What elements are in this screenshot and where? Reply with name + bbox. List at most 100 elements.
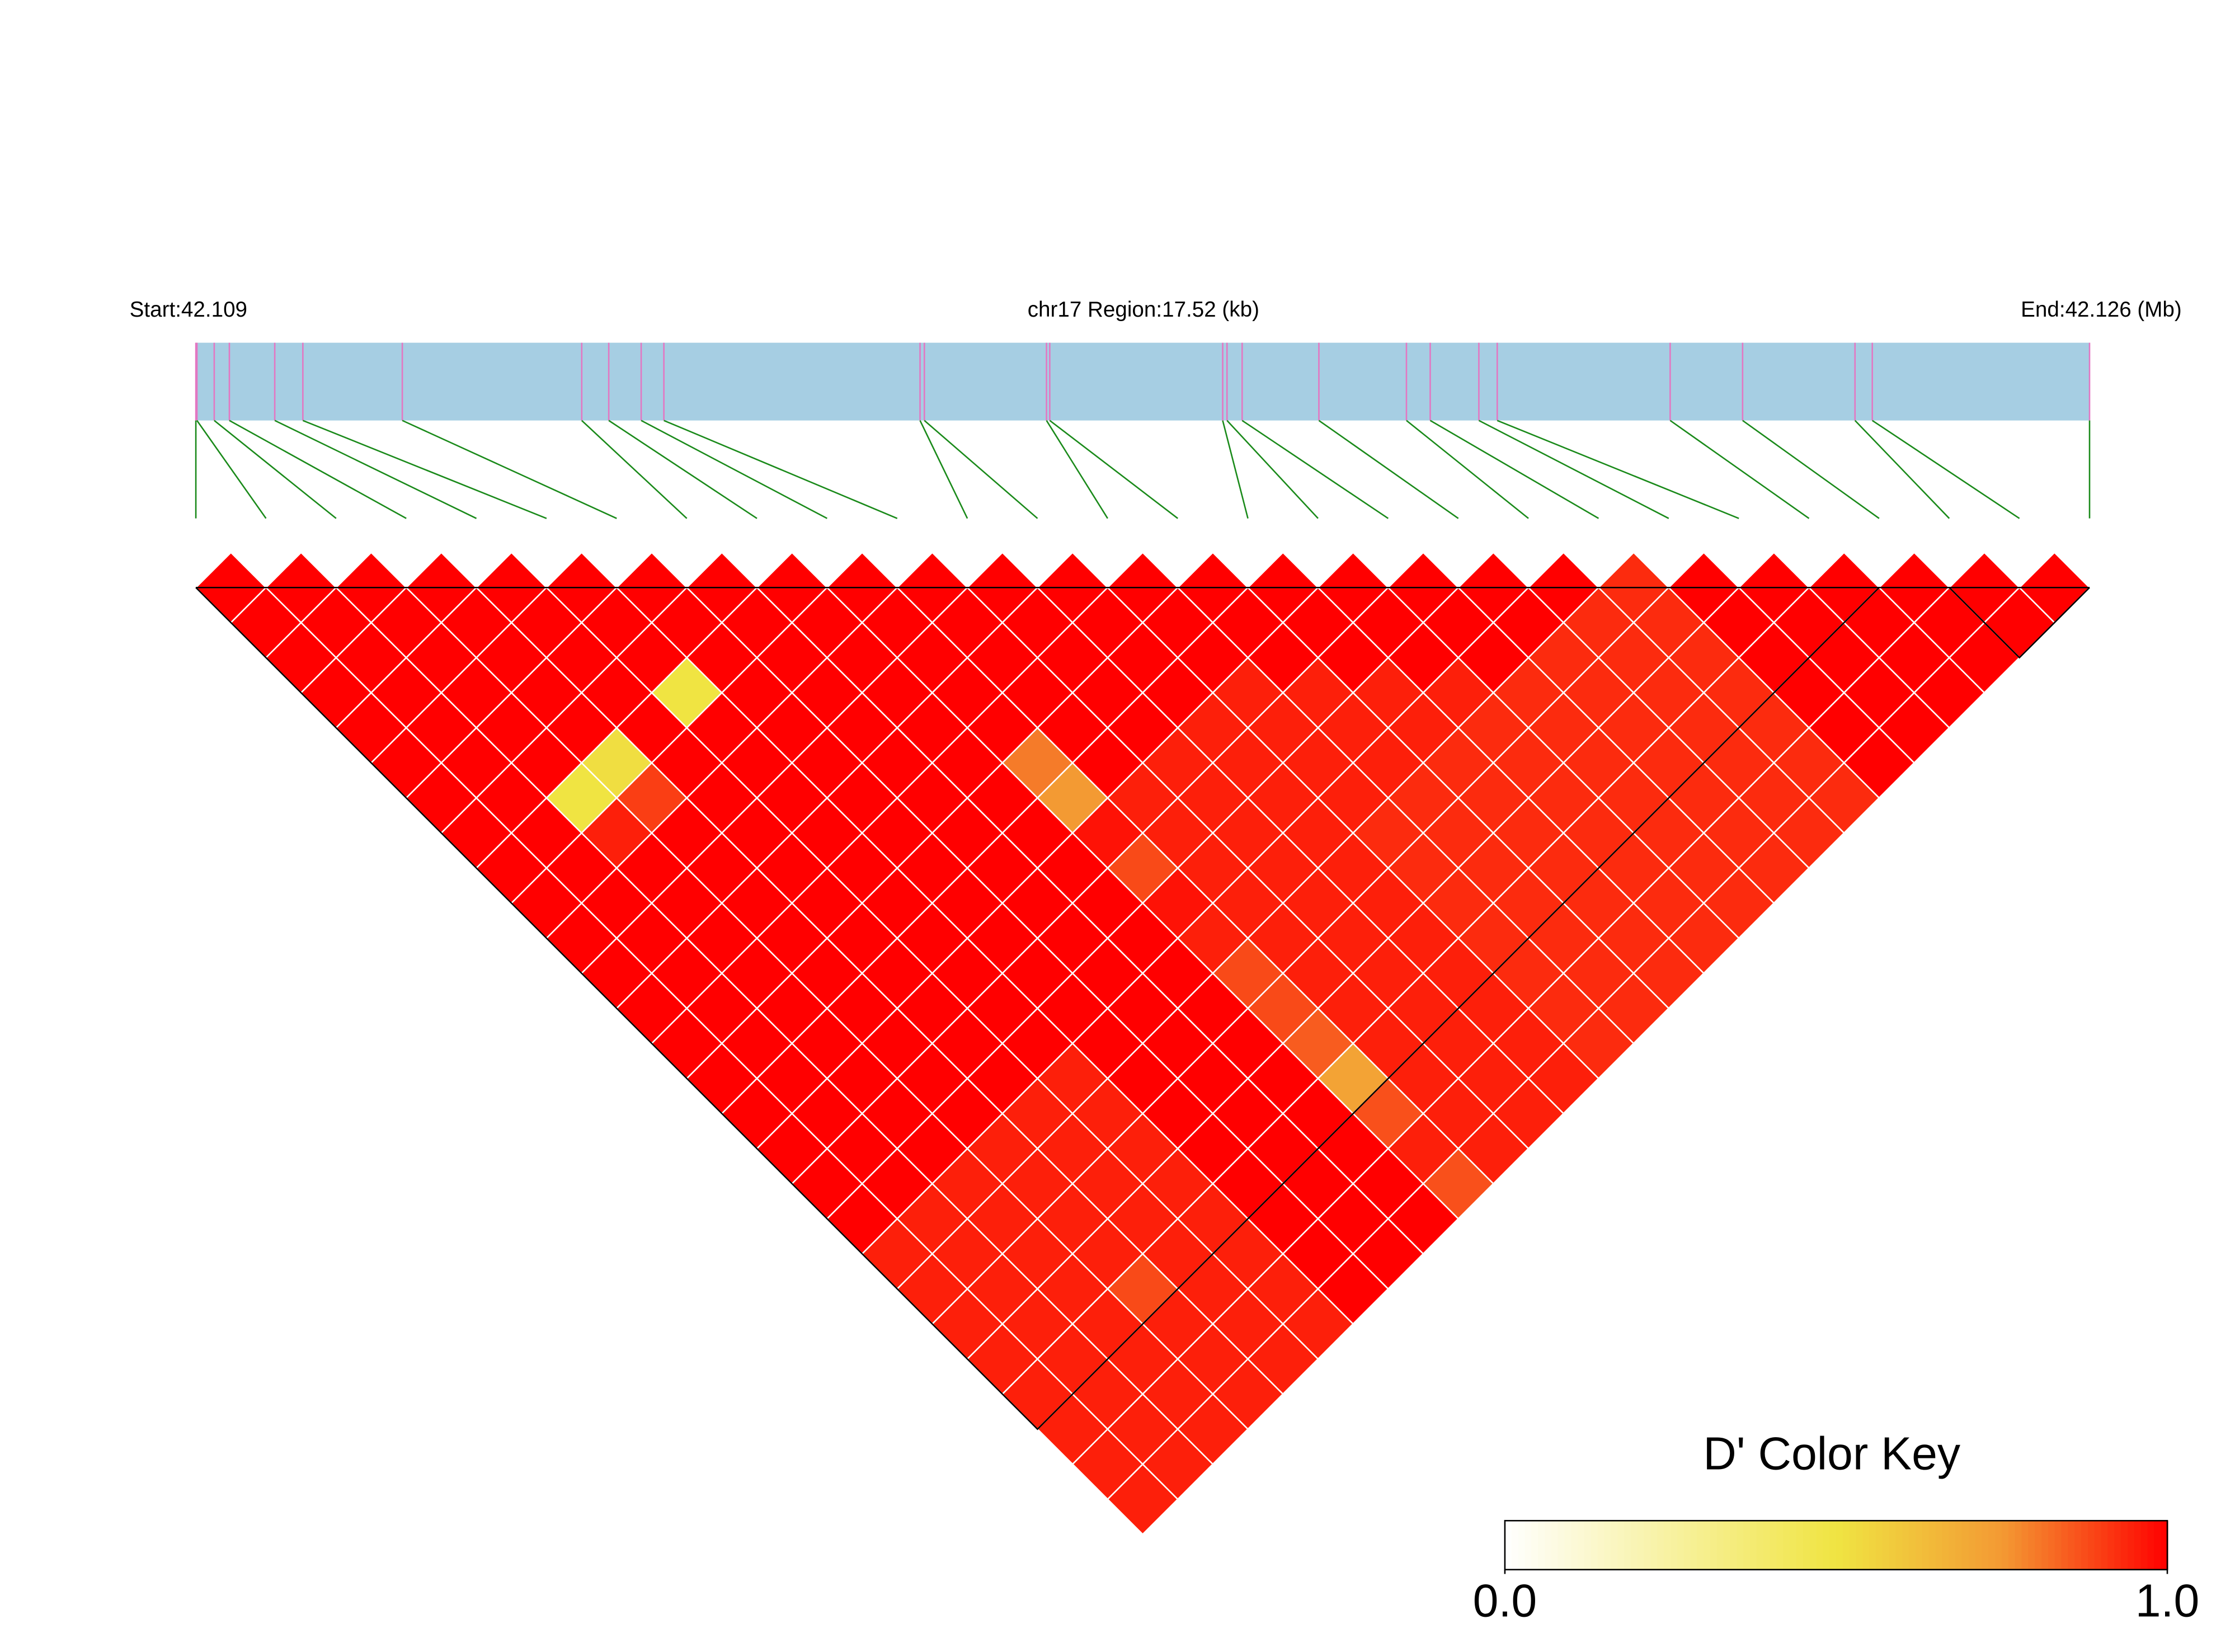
region-label: chr17 Region:17.52 (kb)	[1028, 298, 1259, 322]
key-swatch	[2068, 1521, 2076, 1570]
key-swatch	[1809, 1521, 1817, 1570]
key-swatch	[1690, 1521, 1698, 1570]
key-swatch	[1763, 1521, 1771, 1570]
region-bar	[196, 342, 2090, 421]
key-swatch	[1922, 1521, 1930, 1570]
key-frame	[1504, 1519, 2168, 1571]
snp-connector	[1049, 420, 1179, 519]
key-swatch	[2015, 1521, 2023, 1570]
key-swatch	[1704, 1521, 1711, 1570]
key-swatch	[1856, 1521, 1864, 1570]
key-swatch	[2001, 1521, 2010, 1570]
snp-connector	[1871, 420, 2020, 519]
key-swatch	[2008, 1521, 2016, 1570]
key-swatch	[1558, 1521, 1566, 1570]
key-swatch	[1928, 1521, 1937, 1570]
snp-connector	[641, 420, 827, 519]
key-swatch	[2074, 1521, 2082, 1570]
snp-connector	[664, 420, 898, 519]
key-swatch	[1597, 1521, 1606, 1570]
key-swatch	[1630, 1521, 1639, 1570]
key-swatch	[2134, 1521, 2142, 1570]
snp-connector	[402, 420, 617, 519]
snp-connector	[302, 420, 547, 519]
key-swatch	[1876, 1521, 1884, 1570]
key-swatch	[2035, 1521, 2043, 1570]
key-swatch	[1544, 1521, 1552, 1570]
key-swatch	[1604, 1521, 1612, 1570]
key-swatch	[2121, 1521, 2129, 1570]
snp-connector	[1497, 420, 1739, 519]
key-swatch	[1902, 1521, 1910, 1570]
key-swatch	[2041, 1521, 2049, 1570]
key-swatch	[2021, 1521, 2029, 1570]
key-swatch	[1988, 1521, 1996, 1570]
key-swatch	[1823, 1521, 1831, 1570]
key-swatch	[1803, 1521, 1811, 1570]
key-swatch	[1975, 1521, 1983, 1570]
key-swatch	[1683, 1521, 1692, 1570]
end-label: End:42.126 (Mb)	[2021, 298, 2182, 322]
key-swatch	[1842, 1521, 1851, 1570]
key-swatch	[1796, 1521, 1804, 1570]
key-swatch	[1624, 1521, 1632, 1570]
key-swatch	[1743, 1521, 1751, 1570]
key-swatch	[1617, 1521, 1625, 1570]
key-swatch	[2101, 1521, 2109, 1570]
snp-connector	[1046, 420, 1108, 519]
key-swatch	[1511, 1521, 1519, 1570]
key-swatch	[1882, 1521, 1890, 1570]
key-swatch	[1670, 1521, 1678, 1570]
key-swatch	[1895, 1521, 1903, 1570]
key-swatch	[1869, 1521, 1877, 1570]
key-swatch	[1650, 1521, 1658, 1570]
snp-connector	[1406, 420, 1529, 519]
snp-connector	[1742, 420, 1880, 519]
key-swatch	[2094, 1521, 2102, 1570]
key-swatch	[1664, 1521, 1672, 1570]
key-swatch	[1829, 1521, 1837, 1570]
ld-block	[195, 587, 1880, 1430]
key-swatch	[1524, 1521, 1532, 1570]
snp-connector	[1854, 420, 1950, 519]
key-swatch	[2087, 1521, 2096, 1570]
key-swatch	[1564, 1521, 1572, 1570]
snp-connector	[1669, 420, 1810, 519]
key-title: D' Color Key	[1703, 1428, 1961, 1480]
key-swatch	[2140, 1521, 2149, 1570]
snp-connector	[1226, 420, 1319, 519]
key-swatch	[1716, 1521, 1725, 1570]
snp-connector	[229, 420, 407, 519]
key-swatch	[1849, 1521, 1857, 1570]
key-swatch	[1836, 1521, 1844, 1570]
snp-connector	[1241, 420, 1389, 519]
key-swatch	[1790, 1521, 1798, 1570]
snp-connector	[919, 420, 968, 519]
snp-connector	[274, 420, 477, 519]
key-swatch	[1961, 1521, 1970, 1570]
key-swatch	[2161, 1521, 2168, 1570]
key-swatch	[1982, 1521, 1989, 1570]
key-swatch	[1677, 1521, 1685, 1570]
start-label: Start:42.109	[130, 298, 247, 322]
key-swatch	[1551, 1521, 1559, 1570]
key-swatch	[1783, 1521, 1791, 1570]
key-swatch	[2107, 1521, 2115, 1570]
key-swatch	[2054, 1521, 2063, 1570]
key-swatch	[1611, 1521, 1618, 1570]
snp-connector	[1222, 420, 1249, 519]
key-swatch	[1723, 1521, 1731, 1570]
key-swatch	[1968, 1521, 1977, 1570]
key-swatch	[1816, 1521, 1824, 1570]
snp-connector	[1478, 420, 1669, 519]
snp-connector	[924, 420, 1038, 519]
key-swatch	[2147, 1521, 2155, 1570]
key-swatch	[1644, 1521, 1651, 1570]
key-swatch	[1776, 1521, 1784, 1570]
key-swatch	[2081, 1521, 2089, 1570]
key-swatch	[1697, 1521, 1705, 1570]
key-swatch	[1756, 1521, 1765, 1570]
key-swatch	[1657, 1521, 1665, 1570]
key-tick-label: 0.0	[1473, 1575, 1537, 1626]
